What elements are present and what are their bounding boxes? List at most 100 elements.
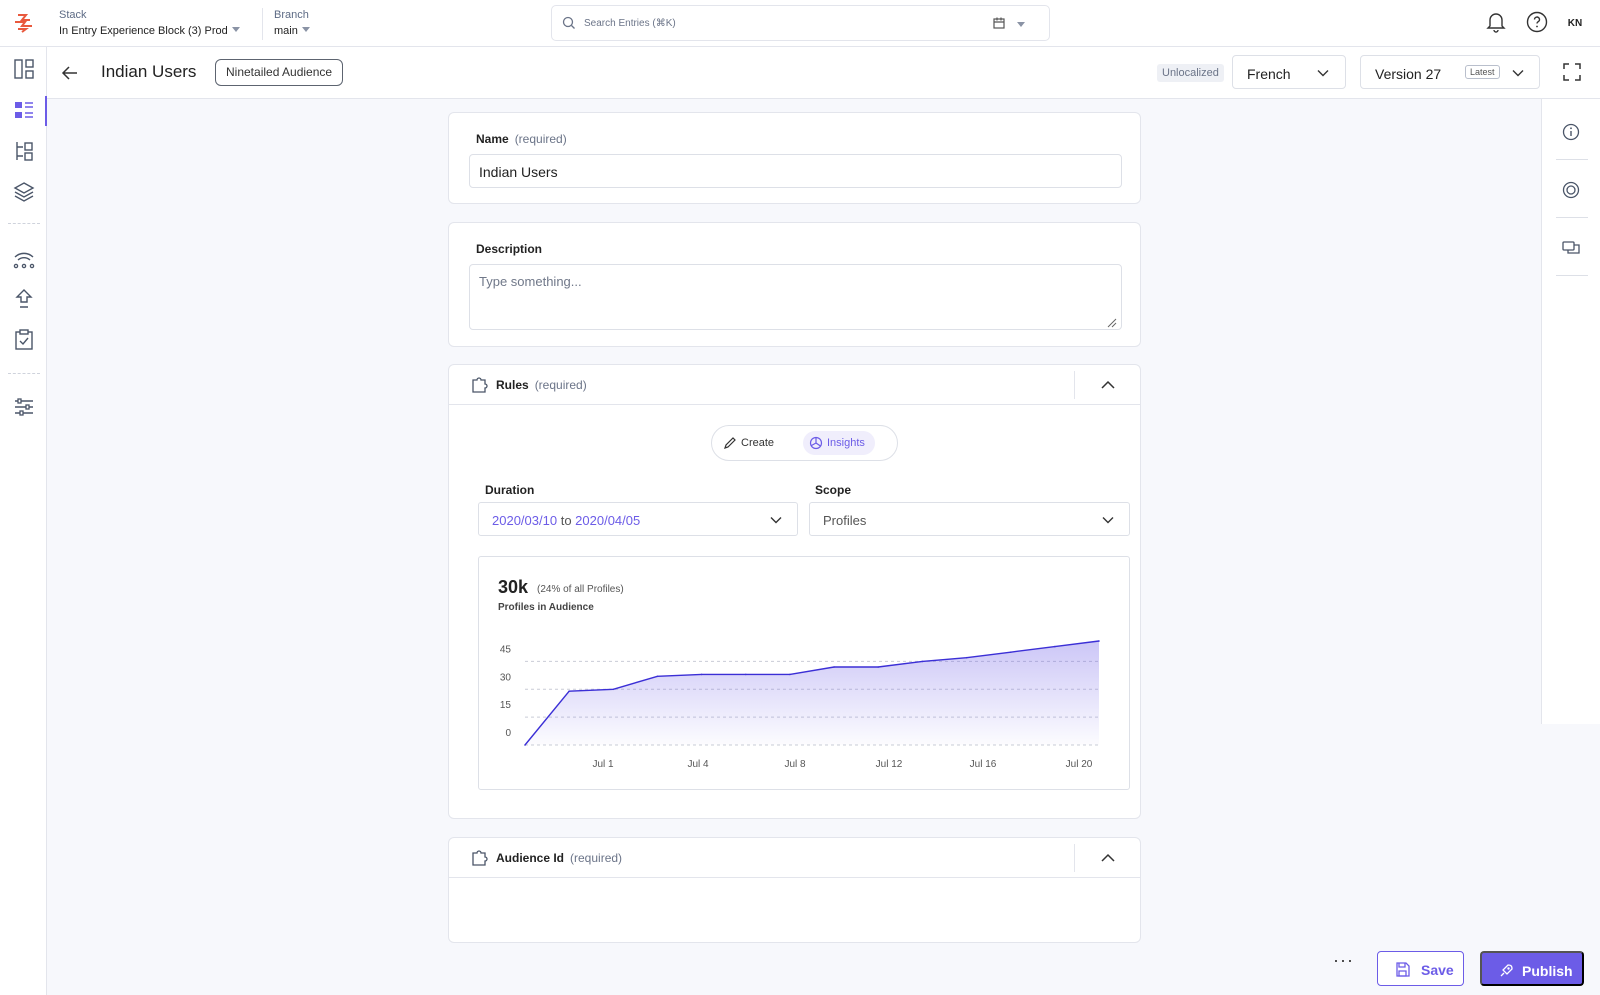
divider: [1074, 844, 1075, 872]
y-tick-label: 15: [500, 700, 512, 711]
stack-label: Stack: [59, 9, 87, 21]
settings-sliders-icon[interactable]: [12, 395, 36, 419]
name-input[interactable]: Indian Users: [469, 154, 1122, 188]
content-models-icon[interactable]: [12, 139, 36, 163]
audience-id-field-card: Audience Id (required): [448, 837, 1141, 943]
collapse-chevron-up-icon[interactable]: [1100, 851, 1116, 865]
stack-selector[interactable]: Stack In Entry Experience Block (3) Prod: [59, 9, 240, 39]
more-actions-button[interactable]: ···: [1333, 950, 1354, 970]
tab-create[interactable]: Create: [717, 431, 784, 455]
assets-layers-icon[interactable]: [12, 180, 36, 204]
search-input[interactable]: Search Entries (⌘K): [551, 5, 1050, 41]
version-select[interactable]: Version 27 Latest: [1360, 55, 1540, 89]
publish-button[interactable]: Publish: [1480, 951, 1584, 986]
top-bar: Stack In Entry Experience Block (3) Prod…: [0, 0, 1600, 47]
scope-label: Scope: [815, 483, 852, 497]
entries-icon[interactable]: [12, 98, 36, 122]
data-point: [1098, 640, 1100, 642]
bell-icon[interactable]: [1484, 9, 1508, 35]
avatar[interactable]: KN: [1567, 18, 1583, 29]
x-tick-label: Jul 8: [784, 759, 806, 770]
tab-insights-label: Insights: [827, 437, 865, 449]
branch-value: main: [274, 25, 298, 37]
save-button[interactable]: Save: [1377, 951, 1464, 986]
publish-queue-icon[interactable]: [12, 287, 36, 311]
branch-selector[interactable]: Branch main: [274, 9, 310, 39]
language-select[interactable]: French: [1232, 55, 1346, 89]
audience-id-field-label: Audience Id (required): [496, 851, 623, 865]
x-tick-label: Jul 12: [876, 759, 903, 770]
search-icon: [562, 16, 575, 29]
target-icon[interactable]: [1560, 179, 1582, 201]
back-arrow-icon[interactable]: [61, 64, 79, 82]
save-disk-icon: [1396, 962, 1410, 977]
tab-insights[interactable]: Insights: [803, 431, 875, 455]
series-area: [525, 641, 1099, 745]
scope-value: Profiles: [823, 513, 867, 528]
info-icon[interactable]: [1560, 121, 1582, 143]
x-tick-label: Jul 4: [687, 759, 709, 770]
name-field-card: Name (required) Indian Users: [448, 112, 1141, 204]
calendar-filter-icon[interactable]: [992, 16, 1006, 30]
rules-field-label: Rules (required): [496, 378, 587, 392]
branch-label: Branch: [274, 9, 309, 21]
stack-value: In Entry Experience Block (3) Prod: [59, 25, 228, 37]
entry-header: Indian Users Ninetailed Audience Unlocal…: [47, 47, 1600, 99]
publish-label: Publish: [1522, 963, 1573, 979]
rocket-icon: [1500, 964, 1513, 977]
data-point: [568, 690, 570, 692]
chevron-down-icon: [1512, 70, 1524, 77]
rail-divider: [1556, 217, 1588, 218]
search-options-chevron-icon[interactable]: [1017, 22, 1025, 27]
data-point: [656, 675, 659, 678]
data-point: [965, 656, 968, 659]
collapse-chevron-up-icon[interactable]: [1100, 378, 1116, 392]
description-field-card: Description Type something...: [448, 222, 1141, 347]
data-point: [744, 673, 747, 676]
chevron-down-icon: [1317, 70, 1329, 77]
resize-handle-icon[interactable]: [1105, 316, 1117, 328]
nav-divider: [8, 373, 40, 374]
right-rail: [1541, 99, 1600, 724]
release-signal-icon[interactable]: [12, 246, 36, 270]
save-label: Save: [1421, 962, 1454, 978]
nav-active-indicator: [45, 96, 47, 126]
rail-divider: [1556, 275, 1588, 276]
audience-caption: Profiles in Audience: [498, 602, 594, 613]
data-point: [877, 666, 880, 668]
data-point: [921, 660, 924, 663]
duration-select[interactable]: 2020/03/10 to 2020/04/05: [478, 502, 798, 536]
search-placeholder: Search Entries (⌘K): [584, 18, 676, 29]
audience-share: (24% of all Profiles): [537, 584, 624, 595]
help-icon[interactable]: [1525, 9, 1549, 35]
app-logo-icon[interactable]: [12, 12, 36, 34]
x-tick-label: Jul 1: [592, 759, 614, 770]
content-type-badge[interactable]: Ninetailed Audience: [215, 59, 344, 86]
chevron-down-icon: [770, 517, 782, 524]
divider: [1074, 371, 1075, 399]
description-textarea[interactable]: Type something...: [469, 264, 1122, 330]
audience-id-card-header: Audience Id (required): [449, 838, 1140, 878]
comments-icon[interactable]: [1560, 237, 1582, 259]
audience-area-chart: 0 15 30 45 Jul 1 Jul 4 Jul 8 Jul 12 Jul 16 Jul 20: [500, 640, 1100, 770]
data-point: [1054, 645, 1056, 648]
data-point: [833, 666, 835, 668]
name-field-label: Name (required): [476, 132, 567, 146]
audience-insights-chart-panel: 30k (24% of all Profiles) Profiles in Au…: [478, 556, 1130, 790]
y-tick-label: 30: [500, 672, 512, 683]
duration-label: Duration: [485, 483, 535, 497]
data-point: [789, 673, 791, 676]
data-point: [700, 673, 703, 676]
insights-pie-icon: [809, 436, 823, 450]
chevron-down-icon: [301, 27, 310, 33]
chevron-down-icon: [1102, 517, 1114, 524]
fullscreen-icon[interactable]: [1563, 63, 1581, 81]
dashboard-icon[interactable]: [12, 57, 36, 81]
series-line: [524, 640, 1100, 746]
tasks-icon[interactable]: [12, 328, 36, 352]
rules-field-card: Rules (required) Create Insights Duration…: [448, 364, 1141, 819]
scope-select[interactable]: Profiles: [809, 502, 1130, 536]
rules-card-header: Rules (required): [449, 365, 1140, 405]
localization-status-badge: Unlocalized: [1157, 64, 1224, 82]
tab-create-label: Create: [741, 437, 775, 449]
